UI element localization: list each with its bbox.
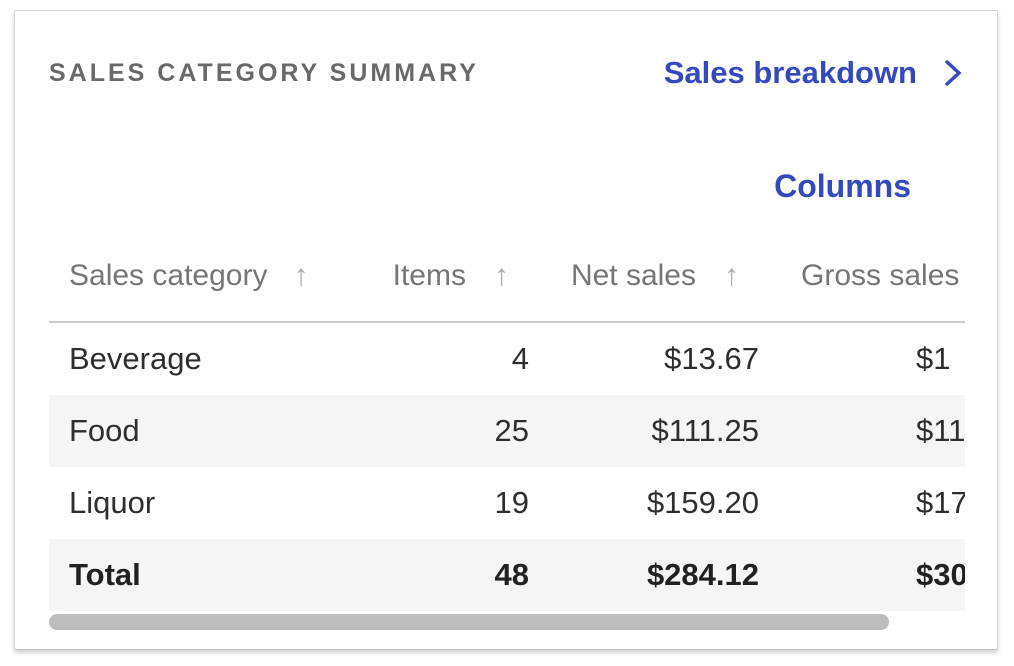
horizontal-scrollbar-thumb[interactable] <box>49 614 889 630</box>
card-title: SALES CATEGORY SUMMARY <box>49 58 479 87</box>
cell-gross-sales-clipped: $1 <box>916 341 951 376</box>
column-header-gross-sales[interactable]: Gross sales <box>759 259 965 293</box>
cell-sales-category: Liquor <box>69 485 156 520</box>
cell-gross-sales-clipped: $30 <box>916 557 965 592</box>
cell-gross-sales-clipped: $17 <box>916 485 965 520</box>
table-row-total: Total 48 $284.12 $30 <box>49 539 965 611</box>
table-row-beverage: Beverage 4 $13.67 $1 <box>49 323 965 395</box>
cell-sales-category: Total <box>69 557 141 592</box>
sort-ascending-icon: ↑ <box>293 258 309 292</box>
column-header-label: Gross sales <box>801 258 960 292</box>
cell-gross-sales-clipped: $11 <box>916 413 965 448</box>
cell-net-sales: $284.12 <box>646 557 759 592</box>
column-header-label: Items <box>392 258 466 292</box>
column-header-sales-category[interactable]: Sales category ↑ <box>49 259 329 293</box>
table-row-food: Food 25 $111.25 $11 <box>49 395 965 467</box>
sort-ascending-icon: ↑ <box>494 258 509 292</box>
cell-items: 25 <box>494 413 529 448</box>
columns-button[interactable]: Columns <box>774 168 911 204</box>
cell-net-sales: $111.25 <box>651 413 759 448</box>
cell-items: 48 <box>494 557 529 592</box>
sort-ascending-icon: ↑ <box>724 258 739 292</box>
card-header: SALES CATEGORY SUMMARY Sales breakdown <box>49 55 963 91</box>
table-header-row: Sales category ↑ Items ↑ Net sales ↑ Gro… <box>49 230 965 323</box>
cell-items: 19 <box>494 485 529 520</box>
horizontal-scrollbar-track <box>49 614 965 630</box>
cell-items: 4 <box>511 341 529 376</box>
column-header-net-sales[interactable]: Net sales ↑ <box>529 259 759 293</box>
cell-net-sales: $159.20 <box>646 485 759 520</box>
column-header-items[interactable]: Items ↑ <box>329 259 529 293</box>
column-header-label: Sales category <box>69 258 268 292</box>
column-header-label: Net sales <box>570 258 696 292</box>
sales-category-summary-card: SALES CATEGORY SUMMARY Sales breakdown C… <box>14 10 998 650</box>
cell-net-sales: $13.67 <box>664 341 759 376</box>
table-toolbar: Columns <box>49 169 963 203</box>
chevron-right-icon <box>945 60 962 86</box>
cell-sales-category: Food <box>69 413 140 448</box>
sales-breakdown-link[interactable]: Sales breakdown <box>664 55 963 91</box>
sales-category-table: Sales category ↑ Items ↑ Net sales ↑ Gro… <box>49 230 965 611</box>
table-row-liquor: Liquor 19 $159.20 $17 <box>49 467 965 539</box>
sales-breakdown-label: Sales breakdown <box>663 55 917 90</box>
cell-sales-category: Beverage <box>69 341 202 376</box>
